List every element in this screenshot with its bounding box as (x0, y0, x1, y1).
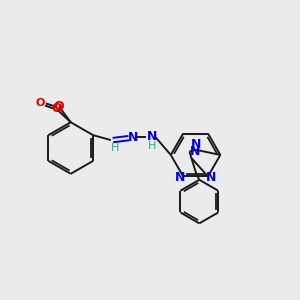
Text: N: N (147, 130, 158, 142)
Text: O: O (53, 100, 64, 113)
Text: N: N (206, 171, 216, 184)
Text: N: N (191, 138, 201, 152)
Text: H: H (111, 143, 119, 153)
Text: O: O (35, 98, 45, 108)
Text: O: O (52, 102, 62, 115)
Text: N: N (128, 130, 138, 144)
Text: N: N (175, 171, 185, 184)
Text: H: H (148, 141, 157, 151)
Text: N: N (190, 145, 201, 158)
